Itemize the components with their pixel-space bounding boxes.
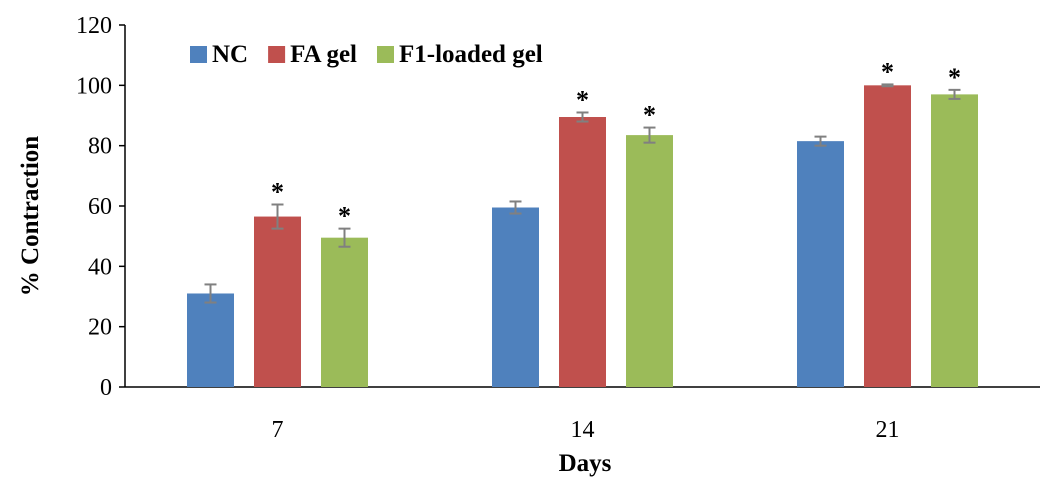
y-tick-labels: 0 20 40 60 80 100 120 bbox=[76, 13, 125, 401]
x-tick-label: 21 bbox=[876, 417, 900, 443]
bar bbox=[559, 117, 606, 387]
y-tick-label: 80 bbox=[88, 134, 112, 160]
y-tick-label: 20 bbox=[88, 315, 112, 341]
y-axis-title: % Contraction bbox=[17, 136, 44, 296]
legend-swatch bbox=[190, 46, 207, 63]
bar bbox=[187, 293, 234, 387]
x-axis-title: Days bbox=[559, 450, 612, 477]
bar bbox=[254, 216, 301, 387]
y-tick-label: 120 bbox=[76, 13, 112, 39]
bars bbox=[187, 85, 978, 387]
significance-mark: * bbox=[948, 63, 961, 92]
legend-swatch bbox=[377, 46, 394, 63]
x-tick-labels: 7 14 21 bbox=[272, 417, 900, 443]
legend-label: FA gel bbox=[290, 41, 357, 68]
y-tick-label: 60 bbox=[88, 194, 112, 220]
significance-marks: * * * * * * bbox=[271, 57, 961, 230]
y-tick-label: 0 bbox=[100, 375, 112, 401]
significance-mark: * bbox=[338, 202, 351, 231]
bar bbox=[321, 237, 368, 387]
legend-label: NC bbox=[212, 41, 248, 68]
error-bars bbox=[204, 83, 961, 304]
y-tick-label: 40 bbox=[88, 254, 112, 280]
x-tick-label: 14 bbox=[571, 417, 595, 443]
x-tick-label: 7 bbox=[272, 417, 284, 443]
bar bbox=[931, 94, 978, 387]
legend: NC FA gel F1-loaded gel bbox=[190, 41, 543, 68]
significance-mark: * bbox=[643, 101, 656, 130]
significance-mark: * bbox=[271, 177, 284, 206]
y-tick-label: 100 bbox=[76, 73, 112, 99]
legend-swatch bbox=[268, 46, 286, 63]
legend-label: F1-loaded gel bbox=[399, 41, 543, 68]
bar bbox=[492, 207, 539, 387]
bar bbox=[797, 141, 844, 387]
significance-mark: * bbox=[881, 57, 894, 86]
significance-mark: * bbox=[576, 85, 589, 114]
bar bbox=[864, 85, 911, 387]
bar bbox=[626, 135, 673, 387]
